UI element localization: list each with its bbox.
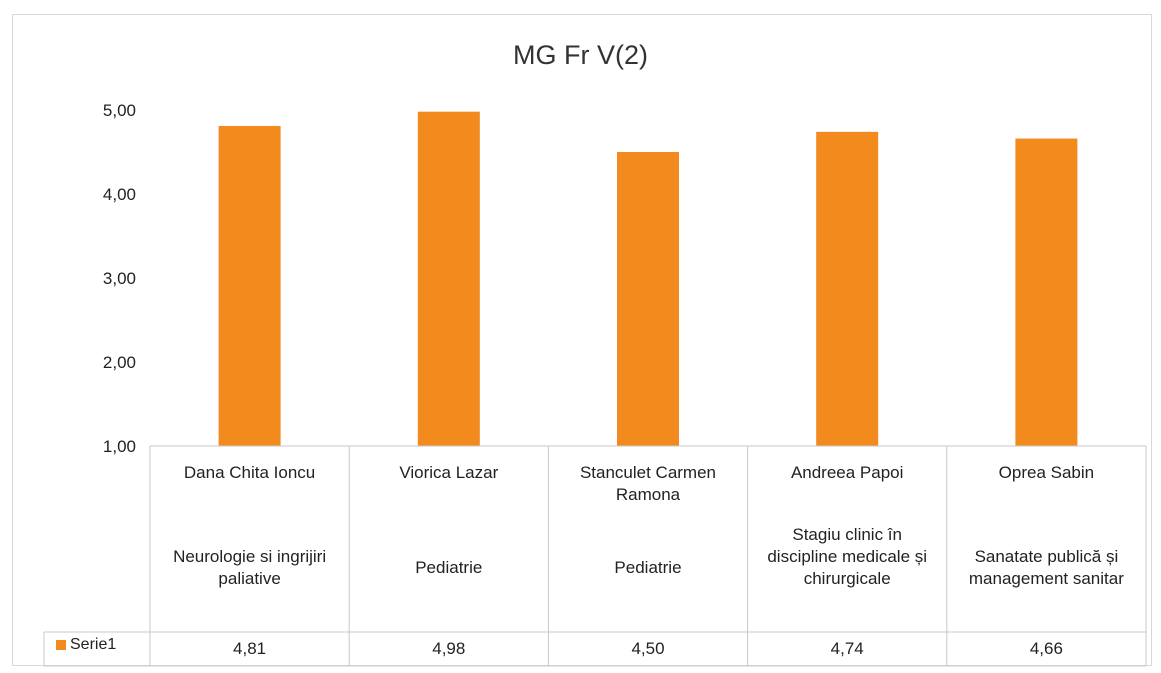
legend-swatch xyxy=(56,640,66,650)
category-discipline-label: Neurologie si ingrijiri paliative xyxy=(173,547,327,588)
category-discipline-label: Pediatrie xyxy=(415,558,483,577)
y-tick-label: 5,00 xyxy=(103,101,136,120)
y-tick-label: 4,00 xyxy=(103,185,136,204)
category-name-label: Andreea Papoi xyxy=(790,463,904,482)
y-tick-label: 3,00 xyxy=(103,269,136,288)
category-discipline-label: Pediatrie xyxy=(614,558,682,577)
bar xyxy=(218,125,281,447)
category-discipline-label: Sanatate publică și management sanitar xyxy=(968,547,1124,588)
bar xyxy=(617,152,679,446)
category-name-label: Dana Chita Ioncu xyxy=(183,463,316,482)
data-value-label: 4,66 xyxy=(1029,639,1063,658)
data-value-label: 4,98 xyxy=(432,639,466,658)
data-value-label: 4,81 xyxy=(233,639,267,658)
data-value-label: 4,50 xyxy=(631,639,665,658)
y-tick-label: 1,00 xyxy=(103,437,136,456)
data-value-label: 4,74 xyxy=(830,639,864,658)
chart-frame xyxy=(12,14,1152,666)
category-name-label: Oprea Sabin xyxy=(998,463,1095,482)
chart-title: MG Fr V(2) xyxy=(513,40,648,70)
category-name-label: Stanculet Carmen Ramona xyxy=(579,463,717,504)
bar xyxy=(816,131,879,446)
legend-series-label: Serie1 xyxy=(70,636,117,653)
bar xyxy=(417,111,480,447)
y-tick-label: 2,00 xyxy=(103,353,136,372)
category-name-label: Viorica Lazar xyxy=(399,463,499,482)
bar xyxy=(1015,138,1078,446)
category-discipline-label: Stagiu clinic în discipline medicale și … xyxy=(767,525,928,588)
